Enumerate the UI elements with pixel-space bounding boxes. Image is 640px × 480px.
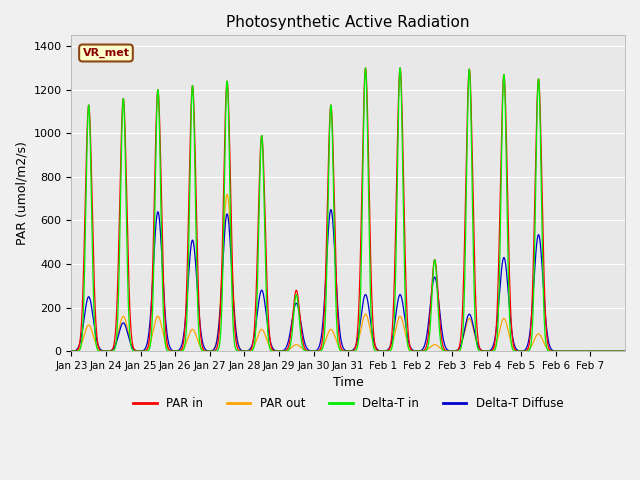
X-axis label: Time: Time xyxy=(333,376,364,389)
Legend: PAR in, PAR out, Delta-T in, Delta-T Diffuse: PAR in, PAR out, Delta-T in, Delta-T Dif… xyxy=(129,392,568,415)
Y-axis label: PAR (umol/m2/s): PAR (umol/m2/s) xyxy=(15,141,28,245)
Text: VR_met: VR_met xyxy=(83,48,129,58)
Title: Photosynthetic Active Radiation: Photosynthetic Active Radiation xyxy=(227,15,470,30)
